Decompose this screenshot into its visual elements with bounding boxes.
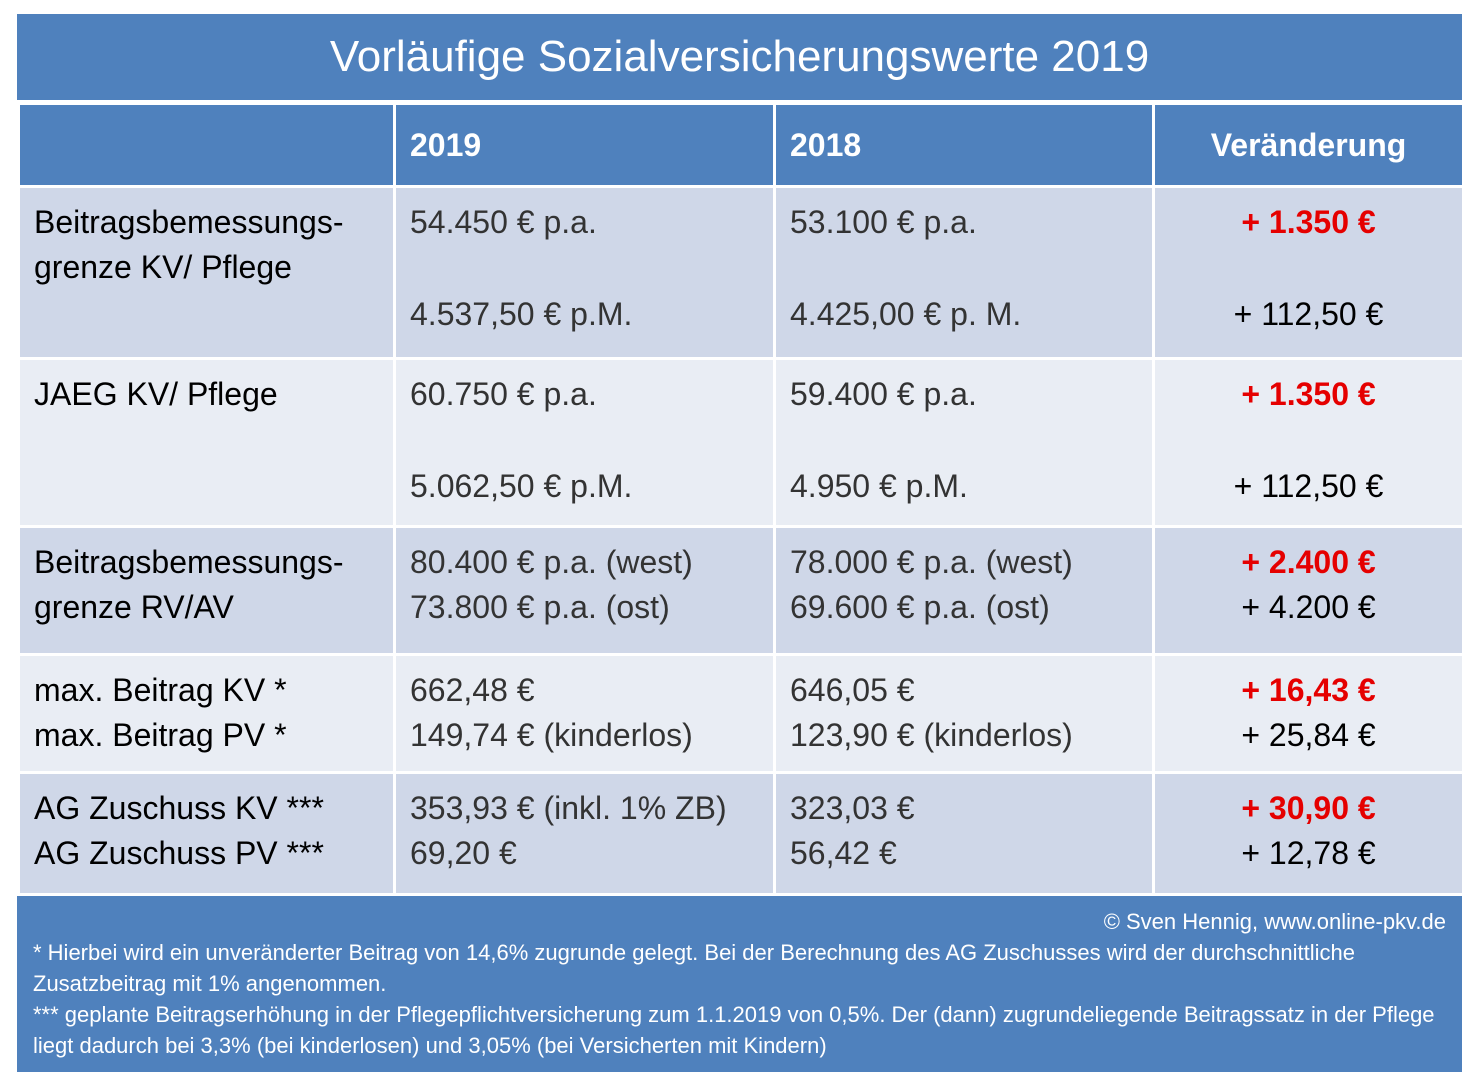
- header-empty: [17, 102, 396, 188]
- copyright-text: © Sven Hennig, www.online-pkv.de: [1103, 909, 1446, 934]
- table-title: Vorläufige Sozialversicherungswerte 2019: [17, 14, 1462, 100]
- row-label: AG Zuschuss KV *** AG Zuschuss PV ***: [17, 771, 396, 896]
- value-change: + 16,43 € + 25,84 €: [1152, 653, 1465, 774]
- table-row-max-beitrag: max. Beitrag KV * max. Beitrag PV * 662,…: [17, 653, 1465, 774]
- table-row-jaeg: JAEG KV/ Pflege 60.750 € p.a. 5.062,50 €…: [17, 357, 1465, 528]
- value-2018: 78.000 € p.a. (west) 69.600 € p.a. (ost): [773, 525, 1155, 656]
- values-table: 2019 2018 Veränderung Beitragsbemessungs…: [17, 102, 1465, 896]
- value-change: + 1.350 € + 112,50 €: [1152, 357, 1465, 528]
- footnote-single-star: * Hierbei wird ein unveränderter Beitrag…: [33, 940, 1355, 996]
- value-change: + 2.400 € + 4.200 €: [1152, 525, 1465, 656]
- table-row-ag-zuschuss: AG Zuschuss KV *** AG Zuschuss PV *** 35…: [17, 771, 1465, 896]
- value-2019: 54.450 € p.a. 4.537,50 € p.M.: [393, 185, 776, 360]
- table-row-bbg-kv: Beitragsbemessungs- grenze KV/ Pflege 54…: [17, 185, 1465, 360]
- value-change: + 1.350 € + 112,50 €: [1152, 185, 1465, 360]
- value-2019: 353,93 € (inkl. 1% ZB) 69,20 €: [393, 771, 776, 896]
- value-2018: 59.400 € p.a. 4.950 € p.M.: [773, 357, 1155, 528]
- header-row: 2019 2018 Veränderung: [17, 102, 1465, 188]
- row-label: max. Beitrag KV * max. Beitrag PV *: [17, 653, 396, 774]
- table-row-bbg-rv: Beitragsbemessungs- grenze RV/AV 80.400 …: [17, 525, 1465, 656]
- footer-notes: © Sven Hennig, www.online-pkv.de * Hierb…: [17, 896, 1462, 1072]
- header-2019: 2019: [393, 102, 776, 188]
- value-2018: 323,03 € 56,42 €: [773, 771, 1155, 896]
- row-label: Beitragsbemessungs- grenze KV/ Pflege: [17, 185, 396, 360]
- value-2019: 662,48 € 149,74 € (kinderlos): [393, 653, 776, 774]
- value-2018: 53.100 € p.a. 4.425,00 € p. M.: [773, 185, 1155, 360]
- value-change: + 30,90 € + 12,78 €: [1152, 771, 1465, 896]
- sv-values-table-graphic: Vorläufige Sozialversicherungswerte 2019…: [17, 14, 1465, 1072]
- header-change: Veränderung: [1152, 102, 1465, 188]
- value-2018: 646,05 € 123,90 € (kinderlos): [773, 653, 1155, 774]
- value-2019: 60.750 € p.a. 5.062,50 € p.M.: [393, 357, 776, 528]
- footnote-triple-star: *** geplante Beitragserhöhung in der Pfl…: [33, 1002, 1435, 1058]
- header-2018: 2018: [773, 102, 1155, 188]
- row-label: Beitragsbemessungs- grenze RV/AV: [17, 525, 396, 656]
- value-2019: 80.400 € p.a. (west) 73.800 € p.a. (ost): [393, 525, 776, 656]
- row-label: JAEG KV/ Pflege: [17, 357, 396, 528]
